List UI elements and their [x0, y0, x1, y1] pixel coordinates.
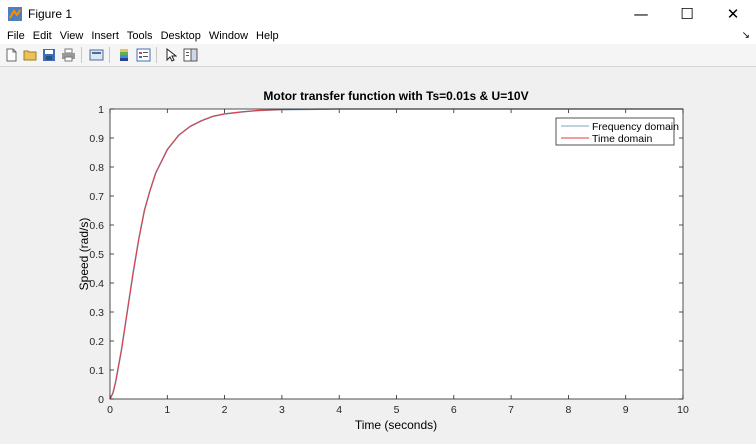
- menu-bar: File Edit View Insert Tools Desktop Wind…: [0, 28, 756, 44]
- x-axis-label: Time (seconds): [355, 418, 437, 432]
- figure-canvas: Motor transfer function with Ts=0.01s & …: [3, 67, 753, 439]
- save-icon[interactable]: [41, 47, 57, 63]
- pointer-icon[interactable]: [163, 47, 179, 63]
- y-tick-label: 0.9: [89, 133, 104, 145]
- toolbar-separator: [156, 47, 157, 63]
- open-file-icon[interactable]: [22, 47, 38, 63]
- x-tick-label: 2: [222, 404, 228, 416]
- window-title: Figure 1: [28, 7, 73, 21]
- menu-view[interactable]: View: [59, 30, 84, 42]
- new-figure-icon[interactable]: [3, 47, 19, 63]
- figure-toolbar: [0, 44, 756, 67]
- colorbar-icon[interactable]: [116, 47, 132, 63]
- y-tick-label: 0.3: [89, 307, 104, 319]
- x-tick-label: 3: [279, 404, 285, 416]
- y-tick-label: 0.5: [89, 249, 104, 261]
- print-preview-icon[interactable]: [88, 47, 104, 63]
- menu-help[interactable]: Help: [256, 30, 279, 42]
- x-tick-label: 7: [508, 404, 514, 416]
- menu-desktop[interactable]: Desktop: [160, 30, 201, 42]
- y-tick-label: 0.7: [89, 191, 104, 203]
- chart-title: Motor transfer function with Ts=0.01s & …: [263, 89, 528, 103]
- x-tick-label: 0: [107, 404, 113, 416]
- motor-response-chart[interactable]: Motor transfer function with Ts=0.01s & …: [3, 67, 753, 439]
- close-button[interactable]: ✕: [726, 5, 740, 23]
- y-tick-label: 0.2: [89, 336, 104, 348]
- x-tick-label: 4: [336, 404, 342, 416]
- y-tick-label: 0.6: [89, 220, 104, 232]
- axes-box: [109, 108, 684, 400]
- minimize-button[interactable]: —: [633, 5, 649, 23]
- property-editor-icon[interactable]: [182, 47, 198, 63]
- print-icon[interactable]: [60, 47, 76, 63]
- y-tick-label: 0.8: [89, 162, 104, 174]
- legend[interactable]: Frequency domain Time domain: [555, 117, 679, 146]
- y-tick-label: 0.1: [89, 365, 104, 377]
- x-tick-label: 9: [623, 404, 629, 416]
- legend-label-time: Time domain: [592, 133, 652, 145]
- y-tick-label: 0: [98, 394, 104, 406]
- x-tick-label: 5: [394, 404, 400, 416]
- legend-icon[interactable]: [135, 47, 151, 63]
- menu-tools[interactable]: Tools: [126, 30, 153, 42]
- toolbar-separator: [109, 47, 110, 63]
- x-tick-label: 8: [565, 404, 571, 416]
- legend-label-frequency: Frequency domain: [592, 121, 679, 133]
- toolbar-separator: [81, 47, 82, 63]
- x-tick-label: 10: [677, 404, 689, 416]
- maximize-button[interactable]: ☐: [680, 5, 694, 23]
- menu-edit[interactable]: Edit: [32, 30, 52, 42]
- title-bar: Figure 1 — ☐ ✕: [0, 0, 756, 28]
- x-tick-label: 1: [164, 404, 170, 416]
- y-tick-label: 0.4: [89, 278, 104, 290]
- y-axis-label: Speed (rad/s): [77, 218, 91, 291]
- menu-file[interactable]: File: [7, 30, 25, 42]
- x-tick-label: 6: [451, 404, 457, 416]
- menu-insert[interactable]: Insert: [91, 30, 119, 42]
- plot-area: [110, 109, 683, 399]
- y-tick-label: 1: [98, 104, 104, 116]
- matlab-figure-icon: [8, 7, 22, 21]
- dock-arrow-icon[interactable]: ↘: [741, 30, 750, 41]
- menu-window[interactable]: Window: [208, 30, 249, 42]
